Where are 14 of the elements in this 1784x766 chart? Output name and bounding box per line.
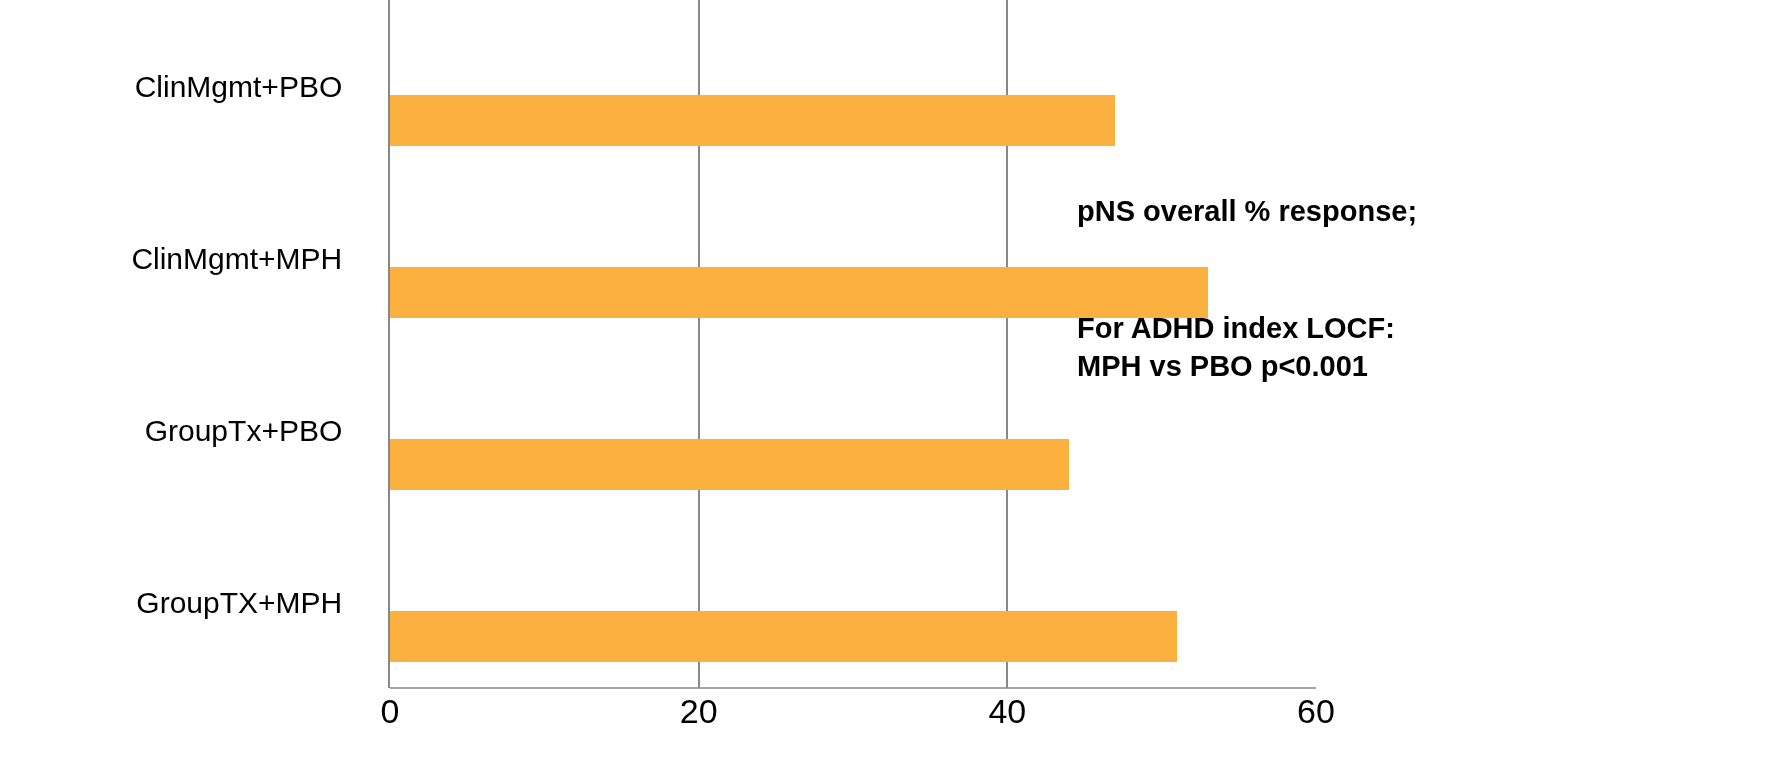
bar xyxy=(390,95,1115,146)
x-tick-label: 60 xyxy=(1297,692,1335,730)
bar xyxy=(390,267,1208,318)
x-tick-label: 0 xyxy=(380,692,400,730)
bar xyxy=(390,439,1069,490)
bar xyxy=(390,611,1177,662)
x-tick-label: 40 xyxy=(988,692,1027,730)
y-tick-label: GroupTx+PBO xyxy=(144,413,343,447)
x-tick-label: 20 xyxy=(679,692,718,730)
annotation: pNS overall % response; xyxy=(1077,195,1418,227)
y-tick-label: ClinMgmt+PBO xyxy=(134,69,343,103)
annotation: For ADHD index LOCF: MPH vs PBO p<0.001 xyxy=(1077,312,1395,382)
y-tick-label: ClinMgmt+MPH xyxy=(131,241,343,275)
y-tick-label: GroupTX+MPH xyxy=(136,585,343,619)
